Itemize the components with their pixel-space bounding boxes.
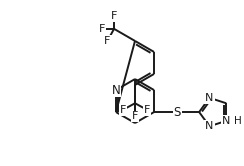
Text: F: F <box>104 36 111 46</box>
Text: N: N <box>205 121 214 131</box>
Text: F: F <box>111 11 117 21</box>
Text: N: N <box>112 83 120 97</box>
Text: N: N <box>222 116 230 126</box>
Text: N: N <box>205 93 214 103</box>
Text: H: H <box>234 116 242 126</box>
Text: F: F <box>144 105 150 115</box>
Text: F: F <box>132 111 138 122</box>
Text: F: F <box>99 24 105 34</box>
Text: S: S <box>173 106 181 119</box>
Text: F: F <box>120 105 126 115</box>
